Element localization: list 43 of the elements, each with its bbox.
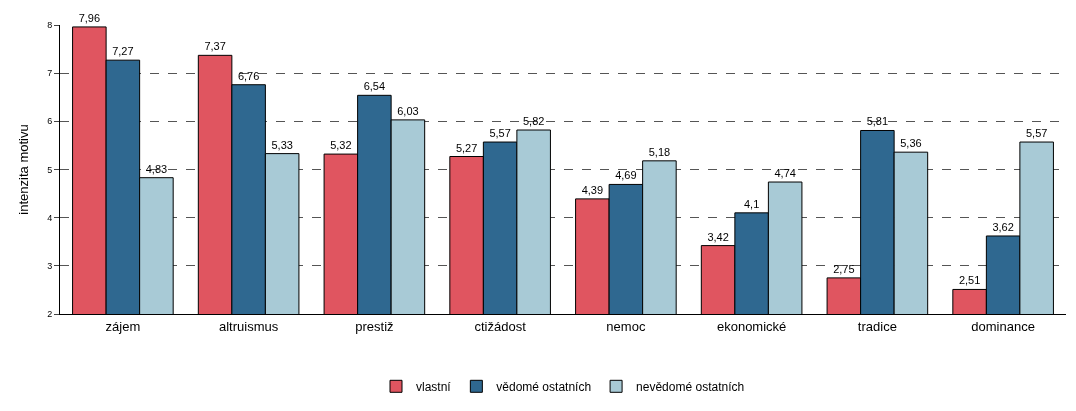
data-label: 5,33	[271, 138, 293, 151]
data-label: 4,39	[581, 183, 604, 196]
legend-label: vlastní	[416, 379, 452, 394]
data-label: 5,81	[866, 115, 889, 128]
data-label: 6,54	[363, 80, 386, 93]
y-tick-label: 6	[47, 116, 53, 127]
x-tick-label: zájem	[105, 318, 141, 334]
y-tick-label: 7	[47, 68, 53, 79]
y-tick-label: 5	[47, 164, 53, 175]
x-tick-label: tradice	[857, 318, 897, 334]
data-label: 7,37	[204, 40, 226, 53]
x-tick-label: ekonomické	[716, 318, 787, 334]
y-tick-label: 3	[47, 260, 53, 271]
x-tick-label: nemoc	[606, 318, 646, 334]
data-label: 2,51	[958, 274, 981, 287]
data-label: 7,27	[112, 45, 134, 58]
data-label: 5,57	[489, 127, 511, 140]
x-tick-label: altruismus	[219, 318, 279, 334]
y-axis-title: intenzita motivu	[16, 124, 32, 215]
x-tick-label: ctižádost	[474, 318, 527, 334]
data-label: 7,96	[78, 11, 101, 24]
data-label: 5,82	[522, 115, 545, 127]
data-label: 4,69	[615, 169, 637, 182]
data-label: 3,62	[992, 220, 1014, 233]
data-label: 6,03	[397, 104, 419, 117]
legend-label: nevědomé ostatních	[636, 379, 745, 394]
y-tick-label: 2	[47, 309, 53, 320]
data-label: 4,74	[774, 167, 796, 180]
data-label: 4,1	[743, 197, 760, 210]
y-tick-label: 8	[47, 20, 53, 31]
x-tick-label: dominance	[971, 318, 1035, 334]
legend-label: vědomé ostatních	[496, 379, 592, 394]
data-label: 5,27	[455, 141, 478, 154]
data-label: 5,36	[900, 137, 922, 150]
data-label: 6,76	[237, 69, 260, 82]
data-label: 4,83	[145, 162, 168, 175]
data-label: 2,75	[833, 262, 855, 275]
x-tick-label: prestiž	[355, 318, 394, 334]
data-label: 5,18	[648, 145, 671, 158]
data-label: 5,57	[1025, 127, 1048, 140]
data-label: 5,32	[330, 139, 352, 152]
data-label: 3,42	[707, 230, 729, 243]
y-tick-label: 4	[47, 212, 53, 223]
